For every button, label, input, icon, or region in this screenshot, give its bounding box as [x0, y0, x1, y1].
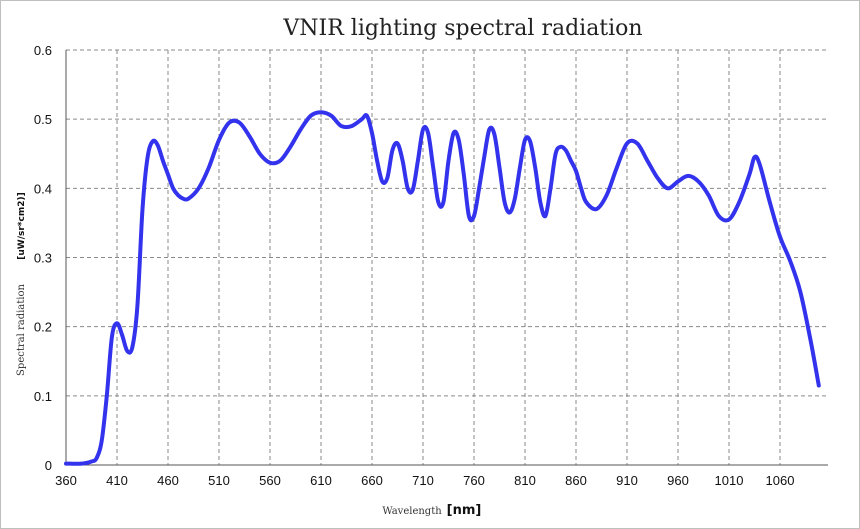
- x-axis-label: Wavelength [nm]: [382, 503, 481, 518]
- y-tick-label: 0.5: [34, 112, 52, 127]
- x-tick-label: 710: [412, 473, 434, 488]
- x-tick-label: 760: [463, 473, 485, 488]
- y-axis-label-unit: [uW/sr*cm2)]: [17, 192, 27, 259]
- y-tick-label: 0.3: [34, 251, 52, 266]
- x-axis-label-unit: [nm]: [447, 503, 482, 518]
- y-tick-label: 0.6: [34, 43, 52, 58]
- x-tick-label: 410: [106, 473, 128, 488]
- y-tick-label: 0.1: [34, 389, 52, 404]
- y-tick-labels: 0 0.1 0.2 0.3 0.4 0.5 0.6: [34, 43, 52, 473]
- x-tick-label: 1010: [715, 473, 744, 488]
- x-tick-label: 510: [208, 473, 230, 488]
- grid: [66, 49, 828, 465]
- y-tick-label: 0.2: [34, 320, 52, 335]
- x-tick-label: 910: [616, 473, 638, 488]
- x-tick-label: 560: [259, 473, 281, 488]
- y-axis-label-text: Spectral radiation: [16, 283, 27, 375]
- x-tick-label: 1060: [766, 473, 795, 488]
- x-tick-label: 610: [310, 473, 332, 488]
- x-tick-label: 460: [157, 473, 179, 488]
- x-axis-label-text: Wavelength: [382, 506, 442, 517]
- x-tick-label: 860: [565, 473, 587, 488]
- x-tick-label: 960: [667, 473, 689, 488]
- x-tick-label: 660: [361, 473, 383, 488]
- x-tick-label: 360: [55, 473, 77, 488]
- y-tick-label: 0: [45, 458, 52, 473]
- series-line: [64, 110, 821, 466]
- chart-title: VNIR lighting spectral radiation: [282, 16, 642, 41]
- x-tick-labels: 360 410 460 510 560 610 660 710 760 810 860 910 960 1…: [55, 473, 794, 488]
- y-axis-label: Spectral radiation [uW/sr*cm2)]: [16, 192, 27, 376]
- axes: [65, 50, 828, 466]
- x-tick-label: 810: [514, 473, 536, 488]
- y-tick-label: 0.4: [34, 181, 52, 196]
